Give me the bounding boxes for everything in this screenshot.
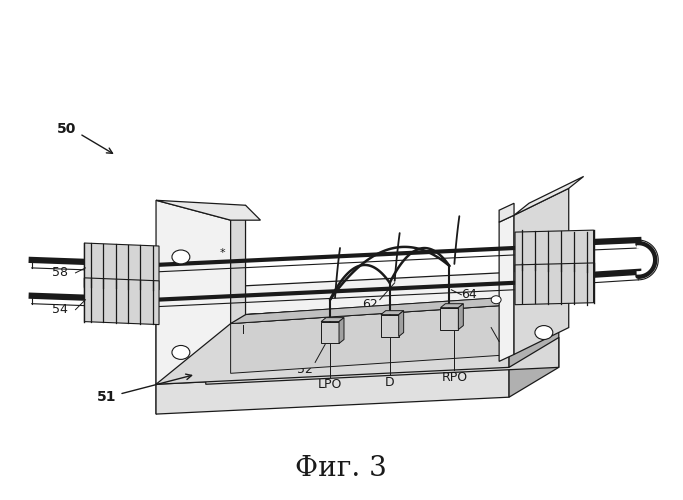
Text: RPO: RPO [441,371,467,384]
Polygon shape [156,200,260,220]
Ellipse shape [172,346,190,360]
Polygon shape [156,338,559,384]
Polygon shape [509,270,559,368]
Polygon shape [381,314,399,336]
Polygon shape [206,338,559,384]
Text: 58: 58 [52,266,68,280]
Ellipse shape [491,296,501,304]
Polygon shape [399,310,404,336]
Polygon shape [514,176,584,215]
Text: 64: 64 [462,288,477,301]
Text: 50: 50 [57,122,76,136]
Text: 54: 54 [52,303,68,316]
Polygon shape [321,322,339,344]
Polygon shape [441,308,458,330]
Text: 62: 62 [362,298,378,311]
Polygon shape [156,200,231,384]
Ellipse shape [535,326,553,340]
Polygon shape [156,354,206,414]
Polygon shape [231,296,514,324]
Text: *: * [220,248,225,258]
Polygon shape [156,270,559,320]
Text: 68: 68 [499,341,515,354]
Text: 67: 67 [235,333,251,346]
Polygon shape [85,278,159,324]
Text: LPO: LPO [318,378,342,391]
Polygon shape [499,215,514,362]
Polygon shape [514,188,569,354]
Polygon shape [156,300,509,384]
Text: 52: 52 [297,363,313,376]
Polygon shape [509,338,559,397]
Ellipse shape [172,250,190,264]
Polygon shape [499,204,514,222]
Polygon shape [85,243,159,290]
Text: 51: 51 [96,390,116,404]
Polygon shape [231,296,514,324]
Polygon shape [156,368,509,414]
Polygon shape [515,263,594,304]
Polygon shape [231,304,514,374]
Polygon shape [441,304,463,308]
Polygon shape [458,304,463,330]
Polygon shape [381,310,404,314]
Text: D: D [385,376,395,389]
Polygon shape [515,230,594,272]
Polygon shape [321,318,344,322]
Text: Фиг. 3: Фиг. 3 [295,456,387,482]
Ellipse shape [535,243,553,257]
Polygon shape [339,318,344,344]
Polygon shape [231,205,245,324]
